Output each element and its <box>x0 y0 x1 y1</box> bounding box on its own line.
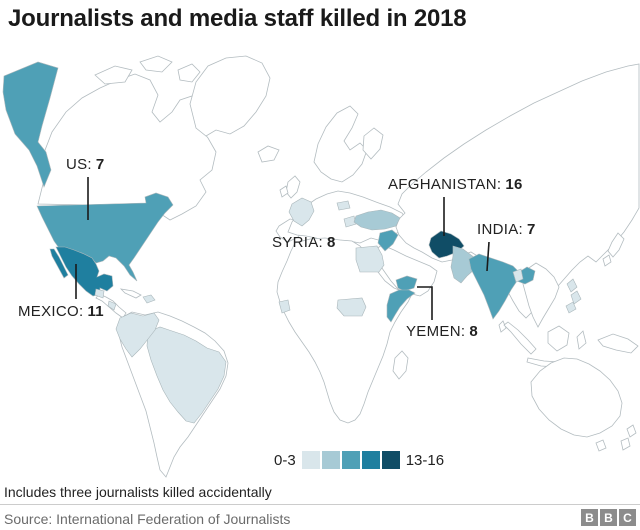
country-ireland <box>279 185 289 198</box>
arctic-island <box>94 65 133 85</box>
country-syria <box>377 229 399 252</box>
scandinavia <box>313 105 368 183</box>
country-sudan <box>336 297 367 317</box>
india-label-text: INDIA: <box>477 221 523 238</box>
country-greenland <box>189 55 271 137</box>
bbc-logo: B B C <box>579 509 636 526</box>
country-japan <box>607 232 625 258</box>
country-philippines <box>566 278 578 293</box>
island-sumatra <box>503 321 537 355</box>
afghanistan-label-text: AFGHANISTAN: <box>388 176 502 193</box>
country-bangladesh <box>512 268 524 283</box>
country-nicaragua <box>107 300 117 311</box>
country-sri-lanka <box>498 320 507 333</box>
island-sulawesi <box>576 330 587 350</box>
country-iceland <box>257 145 280 163</box>
island-tasmania <box>595 439 607 452</box>
country-canada <box>37 73 217 221</box>
yemen-label-value: 8 <box>469 323 478 340</box>
country-egypt <box>355 245 385 273</box>
arctic-island <box>139 55 173 73</box>
country-hispaniola <box>142 294 156 304</box>
arabian-peninsula <box>371 244 438 297</box>
us-label-value: 7 <box>95 156 105 173</box>
color-legend: 0-3 13-16 <box>274 451 444 469</box>
country-philippines <box>570 290 582 305</box>
afghanistan-label: AFGHANISTAN: 16 <box>388 176 523 193</box>
bbc-logo-block-b1: B <box>581 509 598 526</box>
legend-swatch-3 <box>341 451 360 469</box>
legend-swatch-4 <box>361 451 380 469</box>
legend-min-label: 0-3 <box>274 451 296 469</box>
source-text: Source: International Federation of Jour… <box>4 511 291 527</box>
legend-swatch-1 <box>301 451 320 469</box>
country-guatemala <box>94 288 105 299</box>
island-borneo <box>547 325 570 352</box>
legend-max-label: 13-16 <box>405 451 445 469</box>
country-india <box>468 253 536 320</box>
mexico-label-value: 11 <box>87 303 104 320</box>
us-label: US: 7 <box>66 156 105 173</box>
country-slovakia <box>336 200 351 211</box>
country-alaska-us <box>2 61 59 188</box>
country-uk <box>285 175 301 199</box>
country-philippines <box>565 301 577 314</box>
country-somalia <box>386 289 416 323</box>
shaded-countries <box>2 61 582 424</box>
syria-label: SYRIA: 8 <box>272 234 336 251</box>
us-label-text: US: <box>66 156 92 173</box>
bbc-logo-block-b2: B <box>600 509 617 526</box>
country-mexico-baja <box>49 248 69 279</box>
yemen-label: YEMEN: 8 <box>406 323 478 340</box>
country-japan <box>602 254 612 267</box>
syria-label-value: 8 <box>326 234 336 251</box>
syria-label-text: SYRIA: <box>272 234 323 251</box>
country-france <box>288 197 315 227</box>
page-title: Journalists and media staff killed in 20… <box>8 5 467 32</box>
arctic-island <box>177 63 201 83</box>
leader-lines <box>75 177 490 320</box>
country-pakistan <box>450 245 480 284</box>
india-label: INDIA: 7 <box>477 221 536 238</box>
legend-swatch-5 <box>381 451 400 469</box>
country-mexico <box>55 246 114 297</box>
india-label-value: 7 <box>526 221 536 238</box>
island-new-guinea <box>597 333 639 354</box>
country-greece <box>343 215 357 228</box>
footnote: Includes three journalists killed accide… <box>4 484 272 500</box>
country-finland <box>362 127 384 160</box>
india-leader-line <box>486 241 490 272</box>
source-row: Source: International Federation of Jour… <box>0 508 640 530</box>
footer-divider <box>0 504 640 505</box>
country-cuba <box>119 288 142 299</box>
country-turkey <box>353 209 401 231</box>
country-australia <box>530 357 623 438</box>
yemen-leader-line <box>417 286 433 320</box>
mexico-label-text: MEXICO: <box>18 303 84 320</box>
country-us <box>36 192 174 282</box>
country-liberia <box>278 299 291 314</box>
country-brazil <box>146 326 227 424</box>
legend-swatch-2 <box>321 451 340 469</box>
country-new-zealand <box>626 424 637 438</box>
yemen-label-text: YEMEN: <box>406 323 466 340</box>
mexico-label: MEXICO: 11 <box>18 303 104 320</box>
country-madagascar <box>392 350 409 380</box>
country-yemen <box>395 275 418 292</box>
afghanistan-label-value: 16 <box>505 176 523 193</box>
bbc-logo-block-c: C <box>619 509 636 526</box>
country-new-zealand <box>620 437 631 451</box>
country-colombia <box>115 312 160 358</box>
